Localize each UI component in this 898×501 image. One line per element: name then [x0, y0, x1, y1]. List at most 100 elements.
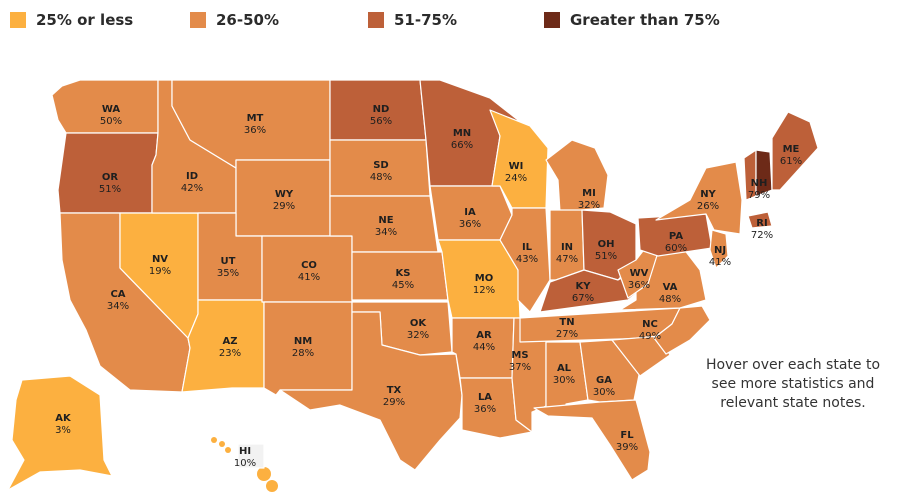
- state-abbr-label: IL: [522, 242, 533, 253]
- state-hi[interactable]: [237, 443, 265, 469]
- state-value-label: 47%: [556, 254, 578, 265]
- state-abbr-label: MI: [582, 188, 596, 199]
- state-abbr-label: NC: [642, 319, 658, 330]
- hawaii-island: [266, 480, 278, 492]
- hawaii-island: [219, 441, 225, 447]
- state-value-label: 50%: [100, 116, 122, 127]
- state-fl[interactable]: [533, 399, 651, 481]
- hover-instructions: Hover over each state to see more statis…: [705, 357, 881, 411]
- hawaii-island: [225, 447, 231, 453]
- state-value-label: 44%: [473, 342, 495, 353]
- state-value-label: 45%: [392, 280, 414, 291]
- state-abbr-label: NY: [700, 189, 716, 200]
- state-abbr-label: VA: [663, 282, 678, 293]
- state-nc[interactable]: [653, 305, 711, 355]
- state-value-label: 30%: [593, 387, 615, 398]
- state-abbr-label: IN: [561, 242, 573, 253]
- legend-label: 26-50%: [216, 11, 280, 29]
- state-abbr-label: NE: [378, 215, 393, 226]
- state-abbr-label: CO: [301, 260, 317, 271]
- state-ny[interactable]: [655, 161, 743, 235]
- state-value-label: 49%: [639, 331, 661, 342]
- state-value-label: 41%: [298, 272, 320, 283]
- state-value-label: 51%: [99, 184, 121, 195]
- state-value-label: 72%: [751, 230, 773, 241]
- state-me[interactable]: [771, 111, 819, 191]
- state-sc[interactable]: [611, 335, 671, 377]
- state-abbr-label: IA: [464, 207, 476, 218]
- state-abbr-label: NH: [751, 178, 768, 189]
- state-value-label: 23%: [219, 348, 241, 359]
- state-abbr-label: SD: [373, 160, 389, 171]
- state-value-label: 32%: [407, 330, 429, 341]
- state-abbr-label: FL: [620, 430, 634, 441]
- state-value-label: 19%: [149, 266, 171, 277]
- legend-item: 51-75%: [368, 10, 457, 30]
- legend-swatch: [10, 12, 26, 28]
- state-abbr-label: MO: [475, 273, 493, 284]
- state-abbr-label: KS: [396, 268, 411, 279]
- hawaii-island: [211, 437, 217, 443]
- state-abbr-label: TX: [387, 385, 402, 396]
- state-abbr-label: RI: [756, 218, 767, 229]
- state-value-label: 10%: [234, 458, 256, 469]
- state-mi[interactable]: [545, 139, 609, 213]
- state-abbr-label: MN: [453, 128, 471, 139]
- legend-swatch: [544, 12, 560, 28]
- state-abbr-label: MT: [247, 113, 264, 124]
- state-abbr-label: NJ: [714, 245, 726, 256]
- state-value-label: 61%: [780, 156, 802, 167]
- hawaii-island: [257, 467, 271, 481]
- state-tx[interactable]: [279, 311, 463, 471]
- state-abbr-label: WY: [275, 189, 294, 200]
- state-value-label: 24%: [505, 173, 527, 184]
- state-abbr-label: TN: [559, 317, 574, 328]
- state-abbr-label: WI: [509, 161, 524, 172]
- state-abbr-label: ID: [186, 171, 198, 182]
- state-abbr-label: OH: [598, 239, 615, 250]
- legend-swatch: [190, 12, 206, 28]
- state-value-label: 32%: [578, 200, 600, 211]
- state-abbr-label: NV: [152, 254, 168, 265]
- state-abbr-label: LA: [478, 392, 492, 403]
- legend-label: 25% or less: [36, 11, 134, 29]
- state-value-label: 29%: [383, 397, 405, 408]
- state-value-label: 43%: [516, 254, 538, 265]
- legend-item: Greater than 75%: [544, 10, 720, 30]
- state-value-label: 26%: [697, 201, 719, 212]
- state-value-label: 12%: [473, 285, 495, 296]
- state-ri[interactable]: [747, 211, 773, 229]
- state-labels: WA50%OR51%CA34%NV19%ID42%MT36%WY29%UT35%…: [55, 104, 802, 469]
- state-value-label: 34%: [375, 227, 397, 238]
- state-value-label: 42%: [181, 183, 203, 194]
- state-il[interactable]: [499, 207, 551, 313]
- state-value-label: 39%: [616, 442, 638, 453]
- state-abbr-label: NM: [294, 336, 312, 347]
- state-value-label: 41%: [709, 257, 731, 268]
- state-value-label: 36%: [474, 404, 496, 415]
- state-abbr-label: AZ: [223, 336, 238, 347]
- state-abbr-label: WA: [102, 104, 121, 115]
- state-value-label: 3%: [55, 425, 71, 436]
- state-ak[interactable]: [7, 375, 113, 491]
- state-abbr-label: ME: [783, 144, 800, 155]
- state-value-label: 28%: [292, 348, 314, 359]
- state-value-label: 79%: [748, 190, 770, 201]
- legend-item: 26-50%: [190, 10, 279, 30]
- state-value-label: 35%: [217, 268, 239, 279]
- state-abbr-label: PA: [669, 231, 683, 242]
- state-value-label: 36%: [628, 280, 650, 291]
- state-value-label: 51%: [595, 251, 617, 262]
- state-abbr-label: AL: [557, 363, 572, 374]
- state-value-label: 48%: [659, 294, 681, 305]
- state-value-label: 48%: [370, 172, 392, 183]
- legend-label: 51-75%: [394, 11, 458, 29]
- state-abbr-label: AR: [476, 330, 492, 341]
- state-value-label: 37%: [509, 362, 531, 373]
- state-abbr-label: UT: [221, 256, 236, 267]
- state-shapes: [7, 79, 819, 492]
- state-value-label: 30%: [553, 375, 575, 386]
- state-abbr-label: ND: [373, 104, 390, 115]
- state-nj[interactable]: [709, 229, 729, 269]
